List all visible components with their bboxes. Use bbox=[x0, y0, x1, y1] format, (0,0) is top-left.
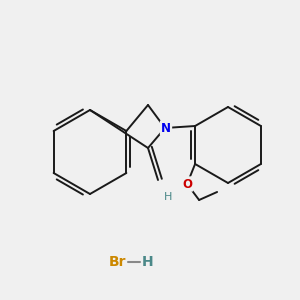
Text: H: H bbox=[142, 255, 154, 269]
Text: O: O bbox=[182, 178, 192, 190]
Text: H: H bbox=[164, 192, 172, 202]
Text: Br: Br bbox=[109, 255, 127, 269]
Text: N: N bbox=[161, 122, 171, 134]
